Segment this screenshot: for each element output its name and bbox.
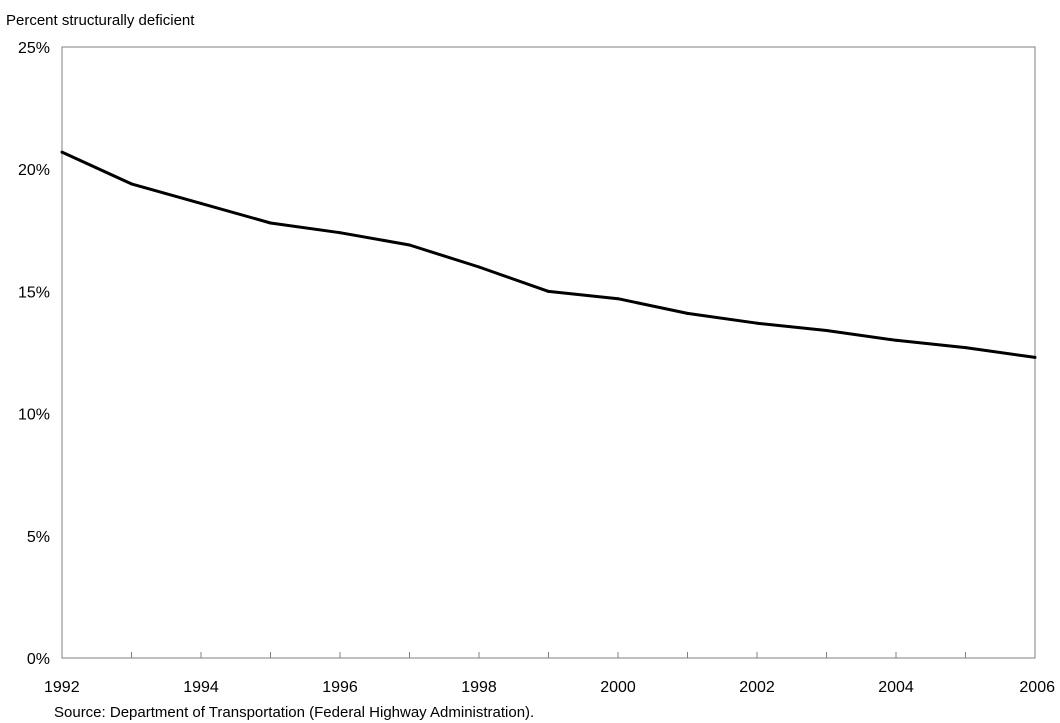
y-axis-title: Percent structurally deficient: [6, 12, 195, 29]
y-tick-label: 0%: [27, 651, 50, 668]
x-tick-label: 1994: [183, 679, 219, 696]
data-point: [825, 329, 828, 333]
data-point: [755, 321, 759, 325]
data-point: [1033, 355, 1037, 359]
x-tick-label: 2000: [600, 679, 636, 696]
data-point: [686, 311, 689, 315]
plot-frame: [61, 46, 1036, 659]
x-tick-label: 1998: [461, 679, 497, 696]
data-point: [199, 201, 203, 205]
x-tick-label: 1992: [44, 679, 80, 696]
x-tick-labels: 1992 1994 1996 1998 2000 2002 2004 2006: [44, 679, 1055, 696]
y-tick-label: 25%: [18, 40, 50, 57]
data-point: [338, 231, 342, 235]
source-note: Source: Department of Transportation (Fe…: [54, 704, 534, 721]
data-point: [547, 289, 550, 293]
x-tick-label: 2006: [1019, 679, 1055, 696]
y-tick-label: 5%: [27, 529, 50, 546]
x-tick-label: 2004: [878, 679, 914, 696]
y-tick-label: 10%: [18, 407, 50, 424]
data-point: [964, 346, 967, 350]
series-group: [60, 150, 1037, 359]
data-point: [616, 297, 620, 301]
data-point: [408, 243, 411, 247]
x-tick-label: 2002: [739, 679, 775, 696]
y-tick-label: 15%: [18, 284, 50, 301]
x-tick-label: 1996: [322, 679, 358, 696]
data-point: [269, 221, 272, 225]
data-point: [477, 265, 481, 269]
data-point: [60, 150, 64, 154]
y-tick-labels: 0% 5% 10% 15% 20% 25%: [18, 40, 50, 668]
data-point: [894, 338, 898, 342]
data-point: [130, 182, 133, 186]
series-line: [61, 150, 1036, 359]
x-tick-marks: [61, 652, 1036, 658]
y-tick-label: 20%: [18, 162, 50, 179]
